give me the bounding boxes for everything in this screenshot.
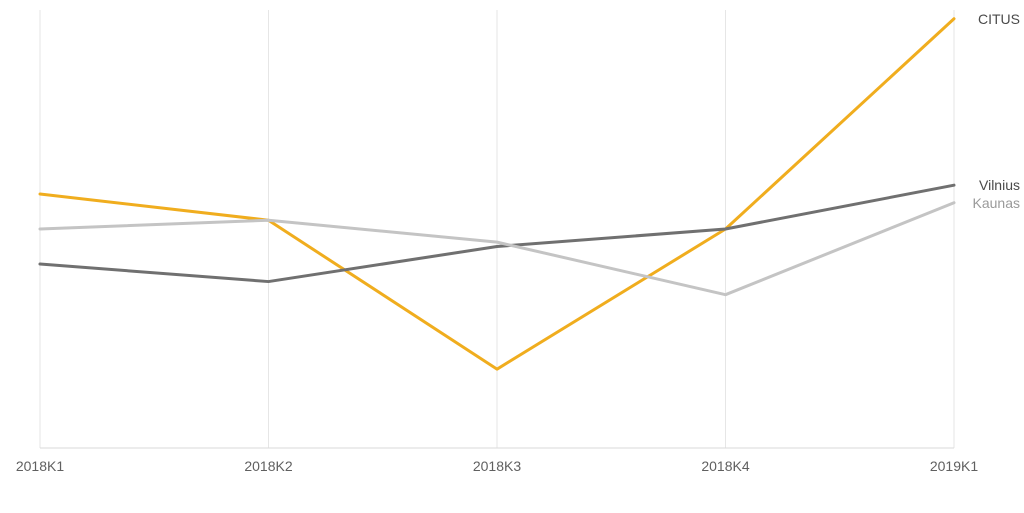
series-label-Kaunas: Kaunas [973,195,1020,211]
chart-svg [0,0,1024,513]
x-label: 2018K3 [473,458,521,474]
x-label: 2018K2 [244,458,292,474]
x-label: 2018K1 [16,458,64,474]
x-label: 2018K4 [701,458,749,474]
x-label: 2019K1 [930,458,978,474]
series-label-CITUS: CITUS [978,11,1020,27]
series-label-Vilnius: Vilnius [979,177,1020,193]
line-chart: 2018K1 2018K2 2018K3 2018K4 2019K1 CITUS Viln… [0,0,1024,513]
